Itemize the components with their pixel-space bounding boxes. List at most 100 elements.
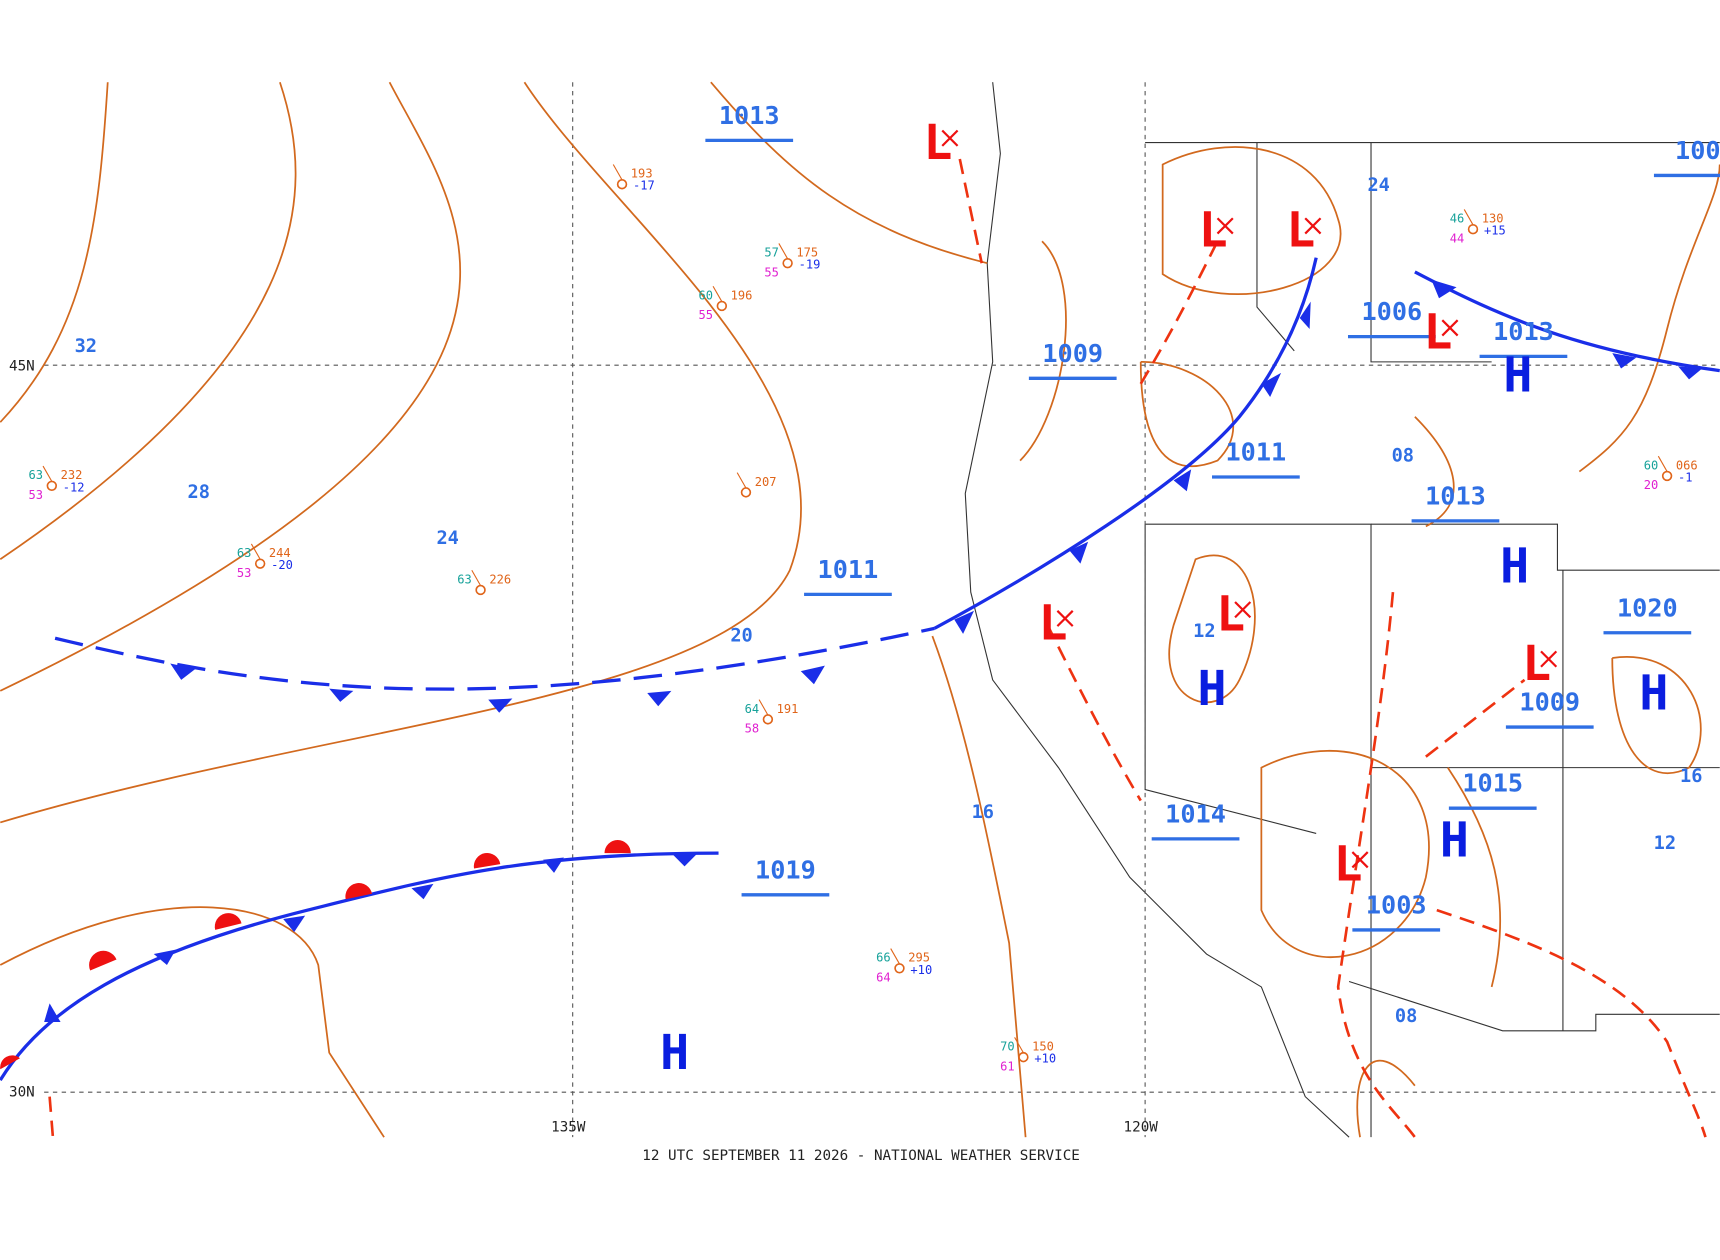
isobar-label: 1013: [1493, 317, 1554, 346]
station-temp: 64: [745, 702, 760, 716]
isobar-label: 1015: [1462, 769, 1523, 798]
wind-barb: [612, 164, 623, 181]
low-mark: [1056, 610, 1074, 627]
station-change: +10: [910, 963, 932, 977]
dewpoint-label: 08: [1392, 446, 1414, 467]
low-center: L: [923, 115, 952, 171]
isobar-label: 1009: [1042, 339, 1103, 368]
high-center: H: [1639, 666, 1668, 722]
station-pressure: 226: [489, 572, 511, 586]
isobar-label: 1011: [818, 555, 879, 584]
low-mark: [1441, 319, 1459, 337]
station-temp: 57: [764, 246, 779, 260]
wind-barb: [736, 472, 747, 489]
dewpoint-label: 16: [972, 802, 994, 823]
station-dew: 58: [745, 722, 760, 736]
station-pressure: 196: [731, 288, 753, 302]
dewpoint-label: 12: [1654, 833, 1676, 854]
low-mark: [1351, 851, 1369, 869]
station-change: +10: [1034, 1052, 1056, 1066]
station-dew: 64: [876, 970, 891, 984]
grid: [44, 82, 1720, 1138]
wind-barb: [1014, 1037, 1024, 1054]
station-dew: 20: [1644, 478, 1659, 492]
station-pressure: 232: [61, 468, 83, 482]
station-temp: 63: [457, 572, 472, 586]
dewpoint-label: 08: [1395, 1006, 1417, 1027]
footer: 12 UTC SEPTEMBER 11 2026 - NATIONAL WEAT…: [642, 1148, 1080, 1164]
wind-barb: [712, 285, 723, 302]
dewpoint-label: 24: [436, 528, 458, 549]
station-temp: 70: [1000, 1040, 1015, 1054]
station-dew: 55: [764, 265, 779, 279]
fronts: [0, 257, 1720, 1082]
station-temp: 60: [1644, 458, 1659, 472]
dewpoint-label: 32: [75, 336, 97, 357]
station-change: -20: [271, 558, 293, 572]
station-temp: 46: [1450, 212, 1465, 226]
wind-barb: [42, 465, 53, 482]
low-center: L: [1333, 837, 1362, 893]
station-dew: 61: [1000, 1059, 1015, 1073]
high-center: H: [660, 1025, 689, 1081]
station-pressure: 207: [755, 475, 777, 489]
station-temp: 63: [237, 546, 252, 560]
station-pressure: 193: [631, 167, 653, 181]
station-temp: 66: [876, 951, 891, 965]
station-change: -17: [633, 179, 655, 193]
station-pressure: 191: [777, 702, 799, 716]
isobar-label: 1019: [755, 855, 816, 884]
station-pressure: 066: [1676, 458, 1698, 472]
low-center: L: [1038, 595, 1067, 651]
borders: [964, 82, 1720, 1138]
low-mark: [1540, 650, 1558, 668]
wind-barb: [1463, 209, 1474, 226]
station-change: +15: [1484, 224, 1506, 238]
station-dew: 55: [699, 308, 714, 322]
wind-barb: [1657, 455, 1668, 472]
grid-label: 120W: [1124, 1120, 1159, 1136]
wind-barb: [250, 543, 261, 560]
low-center: L: [1216, 587, 1245, 643]
isobar-label: 100: [1675, 136, 1720, 165]
low-center: L: [1423, 305, 1452, 361]
grid-label: 30N: [9, 1085, 35, 1101]
isobar-label: 1006: [1361, 297, 1422, 326]
station-pressure: 175: [796, 246, 818, 260]
dewpoint-label: 16: [1680, 766, 1702, 787]
low-mark: [1304, 217, 1322, 235]
isobar-label: 1011: [1226, 438, 1287, 467]
wind-barb: [890, 948, 900, 965]
dewpoint-label: 24: [1367, 175, 1389, 196]
grid-label: 45N: [9, 359, 35, 375]
low-mark: [941, 129, 959, 147]
dewpoint-contours: [0, 81, 1720, 1138]
station-pressure: 150: [1032, 1040, 1054, 1054]
station-change: -12: [63, 480, 85, 494]
isobar-label: 1013: [719, 101, 780, 130]
high-center: H: [1440, 812, 1469, 868]
low-center: L: [1522, 636, 1551, 692]
isobar-label: 1003: [1366, 890, 1427, 919]
wind-barb: [471, 569, 482, 586]
labels: 45N 30N 135W 120W 12 UTC SEPTEMBER 11 2026 -…: [9, 101, 1720, 1164]
station-pressure: 130: [1482, 212, 1504, 226]
dewpoint-label: 12: [1193, 621, 1215, 642]
isobar-label: 1014: [1165, 799, 1226, 828]
isobar-label: 1013: [1425, 481, 1486, 510]
station-dew: 44: [1450, 231, 1465, 245]
station-dew: 53: [237, 566, 252, 580]
station-change: -1: [1678, 470, 1693, 484]
isobar-label: 1009: [1519, 688, 1580, 717]
low-mark: [1234, 601, 1252, 619]
station-dew: 53: [29, 488, 44, 502]
station-temp: 60: [699, 288, 714, 302]
station-temp: 63: [29, 468, 44, 482]
low-mark: [1216, 217, 1234, 235]
station-pressure: 295: [908, 951, 930, 965]
wind-barb: [778, 243, 789, 260]
station-change: -19: [799, 258, 821, 272]
isobar-label: 1020: [1617, 593, 1678, 622]
